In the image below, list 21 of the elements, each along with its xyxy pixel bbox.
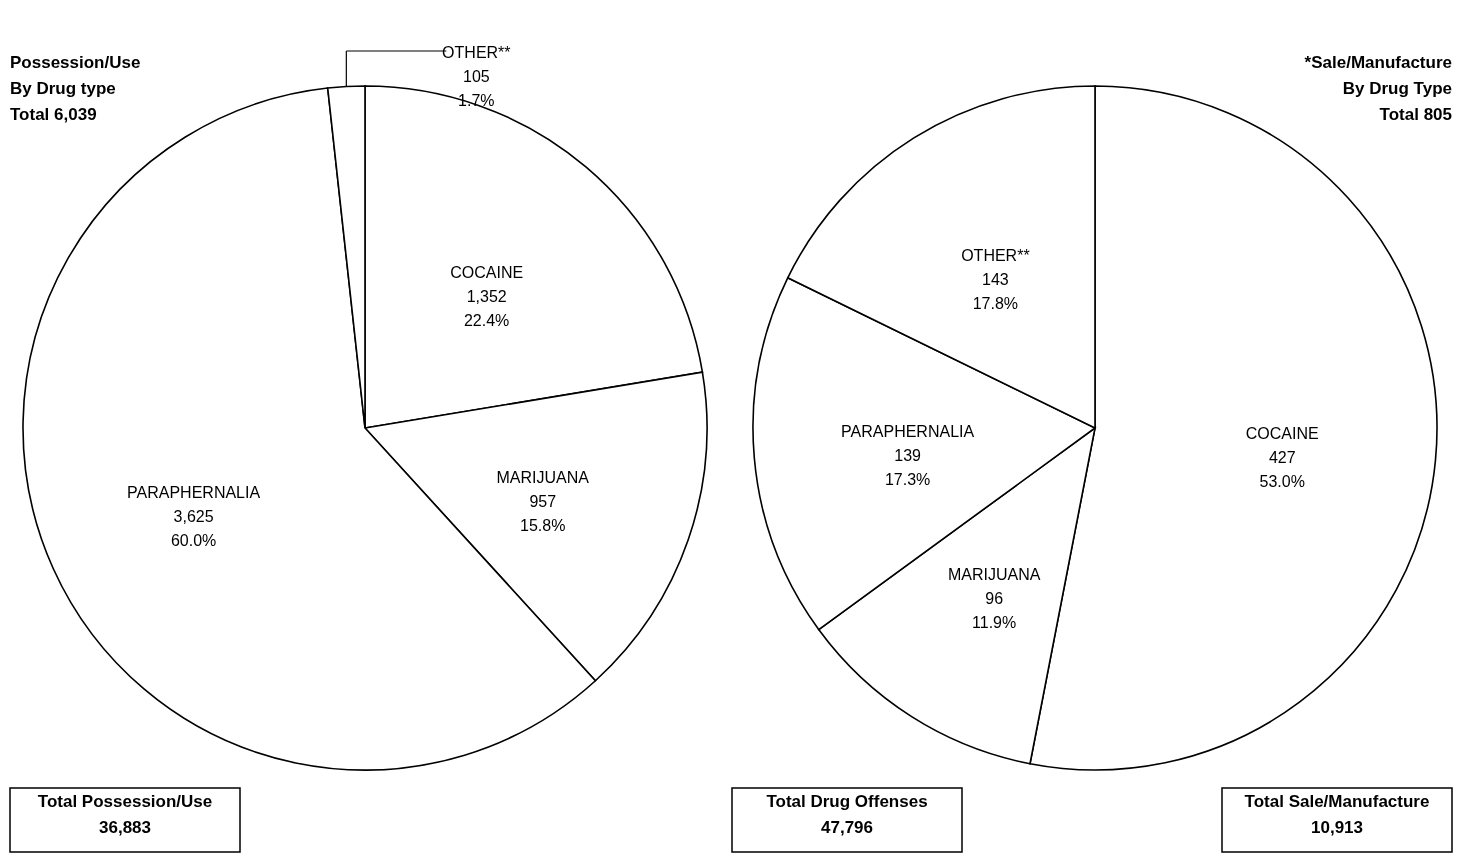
slice-label: PARAPHERNALIA [127,484,261,502]
data-label: 96 11.9% [972,589,1017,631]
data-label: 957 15.8% [520,492,566,534]
data-label: 427 53.0% [1259,448,1305,490]
slice-label: OTHER** [442,44,511,61]
data-label: 1,352 22.4% [463,287,510,329]
slice-label: MARIJUANA [947,565,1041,583]
chart-title: *Sale/Manufacture By Drug Type Total 805 [1304,53,1452,124]
text: Possession/Use By Drug type Total 6,039 [10,53,141,124]
text: Total Drug Offenses 47,796 [766,792,928,837]
slice-label: COCAINE [1245,424,1319,442]
data-label: 3,625 60.0% [170,508,217,550]
data-label: 105 1.7% [458,68,495,109]
slice-label: PARAPHERNALIA [841,423,975,441]
text: Total Sale/Manufacture 10,913 [1244,792,1430,837]
text: Total Possession/Use 36,883 [37,792,213,837]
slice-label: COCAINE [450,263,524,281]
slice-label: MARIJUANA [496,468,590,486]
data-label: 139 17.3% [884,447,931,489]
data-label: 143 17.8% [972,271,1019,313]
slice-label: OTHER** [961,247,1030,265]
